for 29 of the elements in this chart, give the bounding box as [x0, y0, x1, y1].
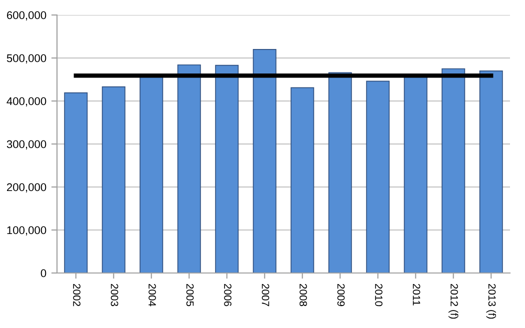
x-tick-label: 2002 — [73, 284, 80, 306]
y-tick-label: 0 — [40, 269, 46, 278]
bar — [366, 80, 390, 273]
x-tick-label: 2008 — [300, 284, 307, 306]
bar — [252, 48, 276, 273]
x-tick-label: 2004 — [148, 284, 156, 306]
y-tick-label: 500,000 — [6, 54, 46, 64]
bar — [102, 86, 126, 273]
bar — [328, 72, 352, 273]
x-tick-label: 2013 (f) — [486, 284, 496, 319]
y-tick-label: 100,000 — [7, 226, 46, 236]
y-tick-label: 300,000 — [6, 140, 46, 150]
x-tick-label: 2012 (f) — [448, 284, 458, 319]
bar — [177, 64, 201, 273]
y-tick-label: 200,000 — [6, 183, 46, 192]
y-tick-label: 400,000 — [6, 97, 46, 106]
bar — [442, 68, 466, 273]
x-tick-label: 2010 — [375, 284, 382, 306]
x-tick-label: 2011 — [412, 284, 420, 306]
x-tick-label: 2007 — [262, 284, 270, 306]
bar — [479, 70, 503, 273]
x-tick-label: 2009 — [337, 284, 345, 306]
bar — [64, 92, 88, 273]
x-tick-label: 2005 — [186, 284, 194, 306]
bar — [290, 87, 314, 273]
x-tick-label: 2003 — [110, 284, 118, 306]
y-tick-label: 600,000 — [6, 11, 46, 20]
bar — [215, 64, 239, 273]
x-tick-label: 2006 — [224, 284, 232, 306]
